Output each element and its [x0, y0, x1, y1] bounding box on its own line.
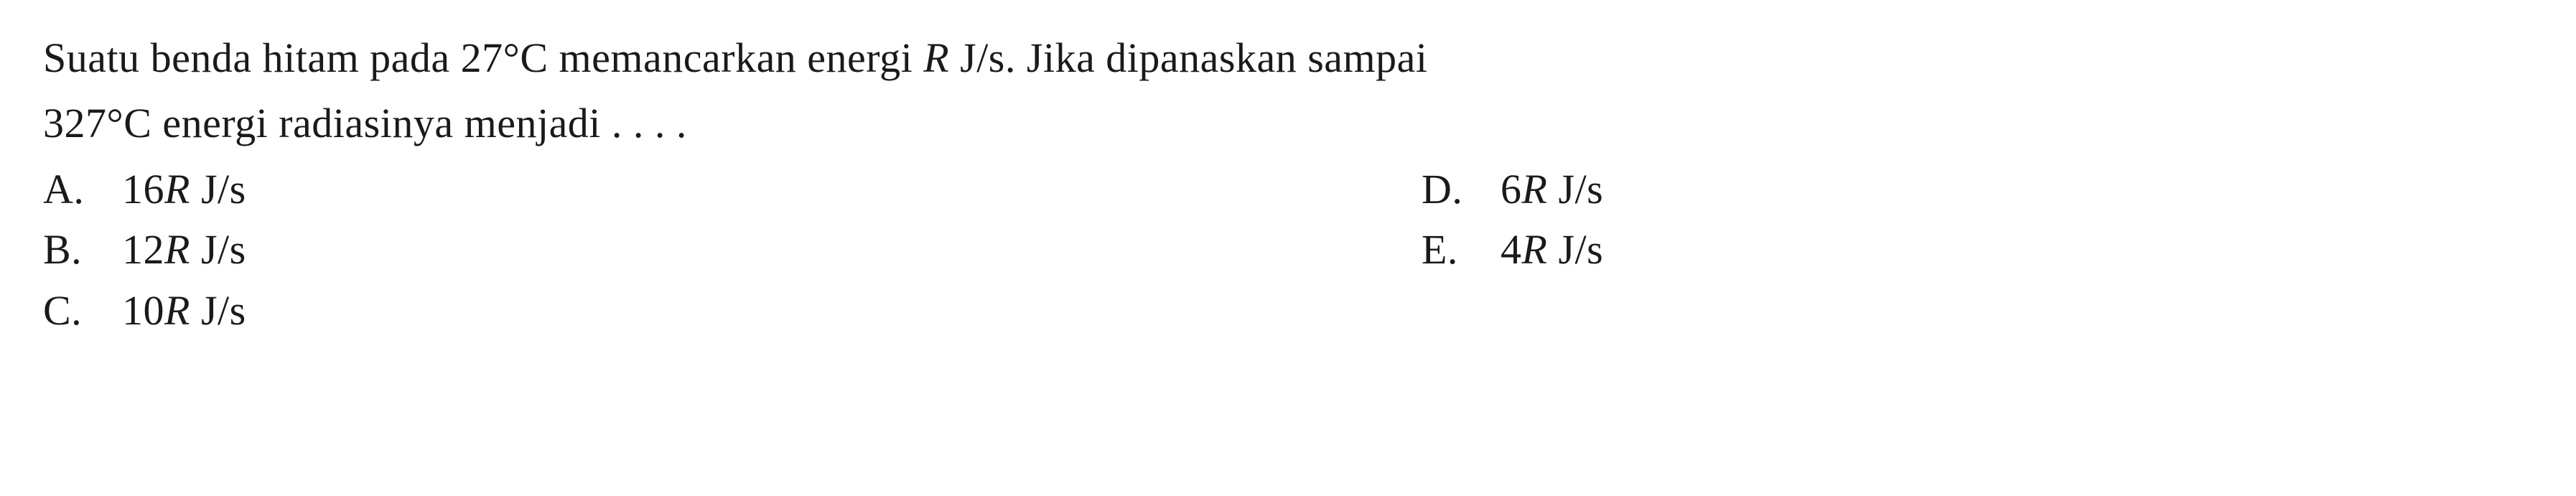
option-variable: R [164, 226, 190, 273]
option-coefficient: 16 [122, 166, 164, 212]
question-line-1: Suatu benda hitam pada 27°C memancarkan … [43, 29, 2533, 87]
option-unit: J/s [190, 166, 246, 212]
option-variable: R [164, 287, 190, 334]
option-value: 6R J/s [1501, 159, 2533, 220]
option-unit: J/s [190, 287, 246, 334]
option-coefficient: 10 [122, 287, 164, 334]
option-letter: E. [1422, 220, 1501, 280]
option-e: E. 4R J/s [1422, 220, 2533, 280]
question-line-2: 327°C energi radiasinya menjadi . . . . [43, 94, 2533, 152]
option-letter: B. [43, 220, 122, 280]
option-variable: R [164, 166, 190, 212]
option-d: D. 6R J/s [1422, 159, 2533, 220]
option-value: 12R J/s [122, 220, 1422, 280]
option-value: 10R J/s [122, 281, 1422, 341]
option-b: B. 12R J/s [43, 220, 1422, 280]
option-coefficient: 4 [1501, 226, 1522, 273]
option-value: 16R J/s [122, 159, 1422, 220]
option-a: A. 16R J/s [43, 159, 1422, 220]
options-column-left: A. 16R J/s B. 12R J/s C. 10R J/s [43, 159, 1422, 340]
question-text-line2: 327°C energi radiasinya menjadi . . . . [43, 100, 687, 146]
option-unit: J/s [1547, 226, 1603, 273]
option-letter: A. [43, 159, 122, 220]
option-variable: R [1522, 166, 1548, 212]
options-container: A. 16R J/s B. 12R J/s C. 10R J/s D. 6R J… [43, 159, 2533, 340]
option-letter: C. [43, 281, 122, 341]
option-letter: D. [1422, 159, 1501, 220]
option-coefficient: 6 [1501, 166, 1522, 212]
option-unit: J/s [190, 226, 246, 273]
option-unit: J/s [1547, 166, 1603, 212]
options-column-right: D. 6R J/s E. 4R J/s [1422, 159, 2533, 340]
option-c: C. 10R J/s [43, 281, 1422, 341]
option-coefficient: 12 [122, 226, 164, 273]
question-text-part2: J/s. Jika dipanaskan sampai [949, 34, 1427, 81]
option-variable: R [1522, 226, 1548, 273]
question-variable: R [923, 34, 949, 81]
question-text-part1: Suatu benda hitam pada 27°C memancarkan … [43, 34, 923, 81]
option-value: 4R J/s [1501, 220, 2533, 280]
